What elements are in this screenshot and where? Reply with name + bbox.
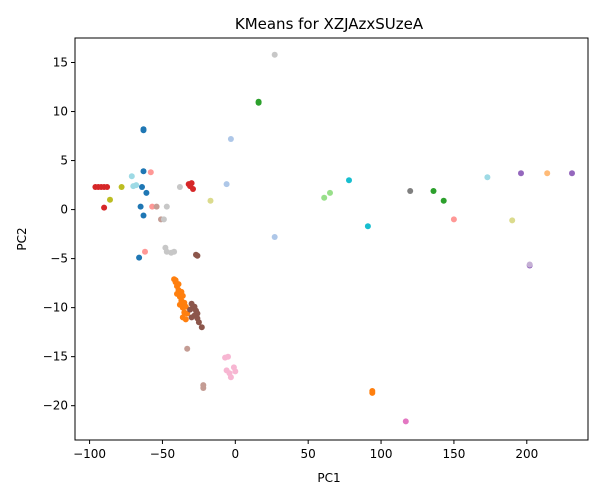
plot-frame: [74, 37, 589, 441]
y-axis-label: PC2: [15, 227, 29, 250]
y-tick-label: −20: [43, 399, 68, 413]
data-point: [147, 169, 154, 176]
data-point: [176, 184, 183, 190]
data-point: [327, 189, 333, 196]
y-tick-label: 0: [60, 203, 68, 217]
x-tick-label: 100: [370, 447, 393, 461]
y-tick-label: 10: [53, 105, 68, 119]
chart-title: KMeans for XZJAzxSUzeA: [235, 15, 424, 33]
data-point: [402, 418, 409, 425]
data-point: [526, 261, 533, 268]
data-point: [128, 173, 135, 180]
x-tick-label: −50: [150, 447, 175, 461]
y-tick-label: 15: [53, 56, 68, 70]
data-point: [136, 254, 143, 261]
y-tick-label: 5: [60, 154, 68, 168]
data-point: [143, 189, 150, 196]
data-point: [223, 181, 230, 188]
data-point: [430, 188, 437, 194]
data-point: [137, 203, 144, 210]
x-tick-label: 150: [442, 447, 465, 461]
data-point: [153, 203, 160, 210]
data-point: [369, 389, 376, 396]
data-point: [207, 197, 214, 204]
data-point: [544, 170, 551, 177]
data-point: [184, 345, 191, 352]
data-point: [569, 170, 575, 177]
x-tick-label: −100: [73, 447, 106, 461]
data-point: [200, 385, 207, 391]
data-point: [140, 126, 147, 133]
data-point: [107, 196, 113, 203]
data-point: [187, 183, 194, 190]
data-point: [484, 174, 491, 181]
data-point: [346, 177, 352, 184]
x-tick-label: 0: [231, 447, 239, 461]
data-point: [163, 203, 170, 210]
y-tick-label: −10: [43, 301, 68, 315]
data-point: [509, 217, 516, 224]
data-point: [182, 316, 189, 323]
data-point: [187, 306, 194, 313]
x-axis-label: PC1: [317, 471, 340, 485]
data-point: [407, 188, 414, 194]
data-point: [172, 277, 179, 284]
data-point: [188, 314, 195, 321]
data-point: [118, 184, 125, 190]
data-point: [142, 248, 148, 255]
data-point: [321, 194, 328, 201]
data-point: [160, 216, 167, 223]
data-point: [149, 203, 156, 210]
data-point: [232, 368, 239, 375]
data-point: [191, 303, 198, 310]
x-tick-label: 200: [515, 447, 538, 461]
data-point: [227, 374, 234, 381]
data-point: [194, 310, 201, 317]
data-point: [182, 303, 189, 310]
data-point: [195, 319, 202, 326]
data-point: [255, 98, 262, 105]
data-point: [104, 184, 111, 190]
data-point: [133, 182, 140, 189]
y-tick-label: −5: [50, 252, 68, 266]
x-tick-label: 50: [301, 447, 316, 461]
data-point: [194, 252, 201, 259]
data-point: [179, 292, 186, 299]
data-point: [101, 204, 108, 211]
data-point: [450, 216, 457, 223]
points-layer: [92, 51, 575, 425]
x-axis-ticks: −100 −50 0 50 100 150 200: [73, 440, 538, 461]
data-point: [225, 353, 231, 360]
data-point: [140, 168, 147, 175]
y-tick-label: −15: [43, 350, 68, 364]
data-point: [140, 212, 147, 219]
data-point: [440, 197, 447, 204]
data-point: [171, 248, 178, 255]
data-point: [198, 324, 205, 331]
data-point: [227, 136, 234, 142]
data-point: [139, 184, 145, 190]
y-axis-ticks: −20 −15 −10 −5 0 5 10 15: [43, 56, 75, 413]
data-point: [271, 234, 278, 240]
data-point: [271, 51, 278, 58]
data-point: [364, 223, 371, 230]
data-point: [518, 170, 524, 177]
